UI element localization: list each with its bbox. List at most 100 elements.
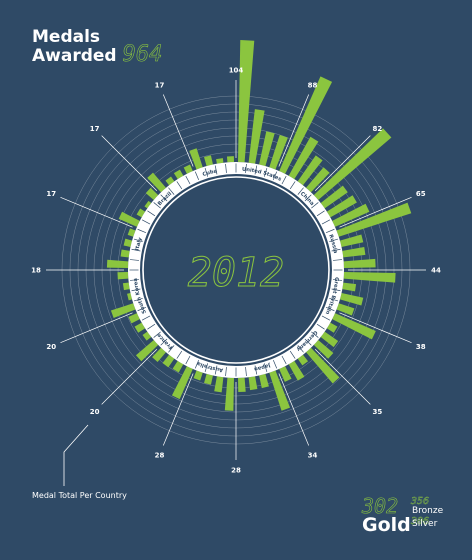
medal-bar [165,176,175,186]
ring-tick [325,228,335,234]
country-total-label: 17 [90,125,100,133]
medal-bar [134,322,146,333]
ring-tick [194,359,200,369]
medal-bar [123,238,133,247]
ring-tick [225,366,227,377]
medal-bar [320,331,339,348]
medal-bar [343,272,396,283]
medal-bar [136,208,146,218]
leader-line [278,94,310,167]
ring-tick [332,259,343,261]
leader-line [162,373,194,446]
gold-count: 302 [362,494,399,519]
ring-tick [331,248,341,252]
ring-tick [147,323,156,330]
ring-tick [147,210,156,217]
ring-tick [153,331,161,338]
ring-tick [329,238,339,243]
medal-bar [204,373,213,385]
ring-tick [304,338,312,346]
bronze-count: 356 [411,496,430,507]
leader-line [339,312,412,344]
medal-bar [128,313,140,324]
ring-tick [321,219,331,225]
ring-tick [131,288,141,292]
ring-tick [245,163,247,174]
medal-bar [343,258,376,268]
medal-bar [110,303,136,319]
medal-bar [127,228,136,237]
ring-tick [129,259,140,261]
ring-tick [204,167,209,177]
medal-bar [336,303,355,316]
ring-tick [272,171,278,181]
total-medals-number: 964 [122,42,163,67]
medal-bar [259,131,275,167]
ring-tick [304,194,312,202]
title-line-2: Awarded [32,46,117,66]
country-total-label: 104 [229,67,244,75]
ring-tick [311,202,319,209]
ring-tick [329,297,339,302]
country-total-label: 17 [46,190,56,198]
medal-bar [238,40,255,163]
medal-bar [183,164,193,174]
title-line-1: Medals [32,27,101,47]
ring-tick [160,338,168,346]
medal-bar [144,200,152,209]
ring-tick [316,323,325,330]
medal-bar [288,136,319,180]
ring-tick [263,167,268,177]
medal-bar [326,322,338,333]
country-total-label: 88 [308,82,318,90]
ring-tick [263,363,268,373]
ring-tick [214,165,218,175]
medal-bar [226,156,234,163]
country-total-label: 20 [90,408,100,416]
country-total-label: 65 [416,190,426,198]
ring-tick [160,194,168,202]
ring-tick [176,181,183,190]
medal-bar [142,331,152,341]
medal-bar [342,282,357,292]
ring-tick [137,306,147,312]
medal-bar [279,76,333,174]
ring-tick [272,359,278,369]
medal-bar [127,293,133,301]
ring-tick [133,297,143,302]
ring-tick [141,219,151,225]
medal-bar [172,360,184,373]
ring-tick [297,187,304,195]
ring-tick [204,363,209,373]
ring-tick [185,355,191,365]
country-total-label: 82 [373,125,383,133]
ring-tick [168,345,175,353]
ring-tick [325,306,335,312]
ring-tick [332,279,343,281]
medal-bar [297,155,323,186]
leader-line [101,135,158,192]
medal-bar [173,169,184,180]
ring-tick [281,175,287,185]
medal-bar [306,347,340,384]
leader-line [278,373,310,446]
country-total-label: 28 [231,467,241,475]
medal-bar [106,259,129,268]
medal-bar [339,234,364,247]
ring-tick [316,210,325,217]
medal-bar [342,246,366,258]
medal-bar [152,347,166,363]
footer-pointer-line [63,424,89,486]
gold-label: Gold [362,514,411,536]
medal-bar [214,376,224,393]
ring-tick [214,365,218,375]
ring-tick [225,163,227,174]
country-total-label: 35 [373,408,383,416]
medal-bar [313,128,392,200]
ring-tick [321,315,331,321]
country-total-labels: 104 88 82 65 44 38 35 34 28 28 20 20 18 17 17 17 [31,67,441,475]
medal-bar [326,195,357,218]
leader-lines [46,80,426,460]
bronze-label: Bronze [412,506,444,516]
footer-caption: Medal Total Per Country [32,491,127,500]
